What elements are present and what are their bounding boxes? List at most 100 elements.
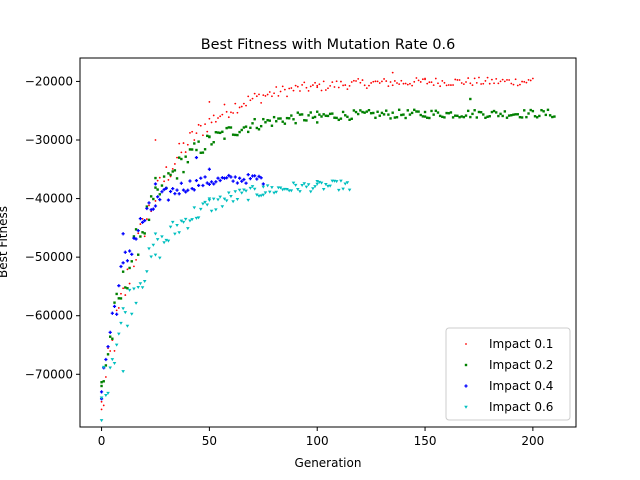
data-point [193, 142, 196, 145]
x-tick-label: 0 [98, 434, 106, 448]
data-point [259, 194, 263, 198]
data-point [192, 206, 197, 210]
data-point [423, 115, 427, 118]
data-point [298, 113, 302, 116]
data-point [488, 82, 491, 85]
data-point [113, 350, 116, 352]
data-point [495, 111, 498, 114]
data-point [265, 184, 270, 188]
data-point [391, 111, 394, 114]
data-point [182, 170, 185, 174]
data-point [199, 124, 202, 127]
data-point [163, 180, 166, 183]
data-point [175, 177, 179, 180]
data-point [322, 113, 325, 116]
data-point [169, 173, 172, 177]
legend-label: Impact 0.1 [489, 337, 553, 351]
data-point [235, 198, 240, 202]
data-point [283, 88, 286, 91]
data-point [184, 155, 187, 158]
series-3 [99, 155, 265, 401]
data-point [207, 197, 212, 201]
data-point [434, 109, 438, 112]
data-point [415, 110, 418, 113]
data-point [156, 195, 160, 199]
data-point [207, 198, 212, 202]
x-tick-label: 200 [521, 434, 544, 448]
data-point [236, 111, 239, 114]
data-point [475, 116, 478, 119]
data-point [296, 187, 300, 191]
data-point [346, 88, 349, 91]
data-point [122, 287, 125, 290]
data-point [240, 128, 243, 132]
data-point [218, 178, 222, 183]
series-4 [99, 179, 352, 423]
data-point [363, 111, 366, 114]
data-point [259, 176, 263, 180]
legend-item: Impact 0.4 [464, 379, 553, 393]
data-point [279, 117, 282, 120]
data-point [206, 130, 209, 133]
data-point [219, 115, 222, 118]
data-point [397, 108, 401, 112]
data-point [548, 114, 552, 117]
data-point [255, 126, 259, 130]
data-point [419, 113, 422, 117]
data-point [400, 79, 403, 82]
data-point [196, 216, 201, 220]
data-point [197, 183, 201, 188]
data-point [232, 112, 235, 114]
data-point [402, 113, 405, 116]
data-point [359, 81, 362, 84]
data-point [302, 182, 307, 186]
data-point [501, 78, 504, 81]
data-point [460, 82, 463, 84]
data-point [460, 115, 463, 118]
data-point [492, 109, 496, 113]
data-point [233, 175, 237, 179]
data-point [130, 260, 133, 263]
data-point [211, 197, 216, 201]
data-point [266, 119, 269, 122]
data-point [160, 235, 164, 239]
data-point [404, 82, 407, 85]
data-point [372, 80, 375, 83]
data-point [138, 282, 143, 286]
data-point [374, 116, 377, 120]
data-point [542, 110, 545, 113]
data-point [553, 115, 556, 118]
data-point [357, 78, 360, 80]
data-point [212, 114, 215, 117]
legend-label: Impact 0.6 [489, 400, 553, 414]
y-axis: −70000 −60000 −50000 −40000 −30000 −20000 [25, 74, 80, 381]
data-point [484, 80, 487, 82]
data-point [348, 118, 351, 121]
data-point [443, 116, 446, 119]
data-point [385, 109, 388, 112]
data-point [104, 393, 108, 397]
data-point [201, 202, 205, 206]
data-point [120, 292, 122, 295]
data-point [145, 218, 148, 220]
data-point [112, 362, 117, 366]
data-point [179, 219, 184, 223]
data-point [372, 111, 375, 115]
data-point [519, 83, 521, 86]
data-point [130, 252, 134, 256]
data-point [203, 200, 207, 204]
data-point [257, 194, 261, 198]
data-point [514, 113, 517, 116]
data-point [304, 185, 309, 189]
data-point [385, 80, 388, 82]
data-point [99, 419, 104, 423]
data-point [240, 105, 243, 108]
data-point [194, 155, 199, 160]
data-point [214, 208, 218, 212]
data-point [203, 148, 207, 151]
data-point [275, 120, 278, 123]
data-point [262, 117, 265, 121]
data-point [153, 204, 158, 208]
data-point [121, 370, 125, 374]
data-point [151, 243, 156, 247]
